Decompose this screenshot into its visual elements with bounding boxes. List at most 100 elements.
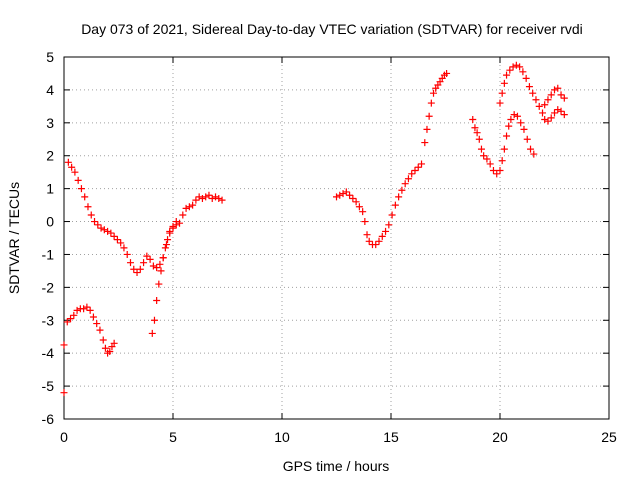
data-point — [498, 89, 506, 97]
data-point — [192, 196, 200, 204]
data-point — [149, 262, 157, 270]
y-tick-label: 1 — [46, 181, 54, 197]
data-point — [554, 84, 562, 92]
axis-ticks: 0 5 10 15 20 25 -6 -5 -4 -3 -2 -1 0 1 2 3 4 5 — [42, 49, 617, 445]
data-point — [89, 313, 97, 321]
x-tick-label: 5 — [169, 429, 177, 445]
y-tick-label: -1 — [42, 246, 55, 262]
chart-title: Day 073 of 2021, Sidereal Day-to-day VTE… — [81, 21, 583, 37]
data-point — [164, 236, 172, 244]
data-point — [473, 129, 481, 137]
data-point — [423, 125, 431, 133]
data-point — [541, 116, 549, 124]
data-point — [523, 135, 531, 143]
y-tick-label: -4 — [42, 345, 55, 361]
data-point — [551, 86, 558, 94]
data-point — [551, 109, 558, 117]
data-point — [215, 195, 223, 203]
data-point — [339, 190, 347, 198]
data-point — [212, 193, 220, 201]
data-point — [146, 255, 154, 263]
data-point — [443, 69, 451, 77]
data-point — [60, 389, 68, 397]
data-point — [512, 61, 520, 69]
data-point — [359, 208, 367, 216]
data-point — [506, 66, 514, 74]
data-point — [520, 125, 528, 133]
data-point — [522, 74, 530, 82]
data-point — [427, 99, 435, 107]
grid — [64, 57, 609, 419]
data-point — [342, 188, 350, 196]
data-point — [156, 260, 164, 268]
data-point — [94, 221, 102, 229]
data-point — [198, 195, 206, 203]
data-point — [93, 320, 101, 328]
data-point — [483, 155, 491, 163]
data-point — [182, 204, 190, 212]
data-point — [140, 259, 148, 267]
data-point — [96, 326, 104, 334]
data-point — [388, 211, 396, 219]
data-point — [81, 193, 89, 201]
y-tick-label: 3 — [46, 115, 54, 131]
data-point — [500, 79, 508, 87]
y-axis-label: SDTVAR / TECUs — [6, 182, 22, 294]
data-point — [391, 201, 399, 209]
data-point — [517, 119, 525, 127]
data-point — [361, 218, 369, 226]
data-point — [87, 211, 95, 219]
data-point — [123, 250, 131, 258]
data-point — [401, 180, 409, 188]
x-tick-label: 0 — [60, 429, 68, 445]
x-tick-label: 10 — [274, 429, 290, 445]
data-point — [169, 222, 177, 230]
y-tick-label: 4 — [46, 82, 54, 98]
y-tick-label: -2 — [42, 279, 55, 295]
data-point — [355, 203, 363, 211]
data-point — [77, 185, 85, 193]
data-point — [519, 68, 527, 76]
data-point — [530, 150, 538, 158]
data-point — [68, 163, 76, 171]
data-point — [104, 227, 112, 235]
data-point — [97, 224, 105, 232]
data-point — [557, 91, 565, 99]
data-point — [67, 315, 75, 323]
data-point — [64, 158, 72, 166]
data-point — [110, 232, 118, 240]
data-point — [153, 264, 161, 272]
data-point — [535, 102, 543, 110]
data-point — [430, 89, 438, 97]
data-point — [110, 339, 118, 347]
data-point — [136, 265, 144, 273]
data-point — [155, 280, 163, 288]
data-point — [363, 231, 371, 239]
y-tick-label: 0 — [46, 214, 54, 230]
data-point — [529, 89, 537, 97]
data-point — [498, 157, 506, 165]
data-point — [352, 198, 360, 206]
data-point — [91, 218, 99, 226]
data-point — [162, 241, 170, 249]
x-tick-label: 15 — [383, 429, 399, 445]
data-point — [404, 175, 412, 183]
data-point — [205, 191, 213, 199]
data-point — [99, 336, 107, 344]
data-point — [71, 168, 79, 176]
data-point — [411, 167, 419, 175]
data-point — [480, 152, 488, 160]
data-point — [509, 63, 517, 71]
data-point — [86, 306, 94, 314]
data-point — [172, 218, 180, 226]
data-point — [554, 106, 562, 114]
data-point — [106, 348, 114, 356]
data-point — [385, 221, 393, 229]
data-point — [195, 193, 203, 201]
data-point — [148, 329, 156, 337]
data-point — [375, 237, 383, 245]
data-point — [101, 344, 109, 352]
data-point — [365, 237, 373, 245]
data-point — [395, 193, 403, 201]
